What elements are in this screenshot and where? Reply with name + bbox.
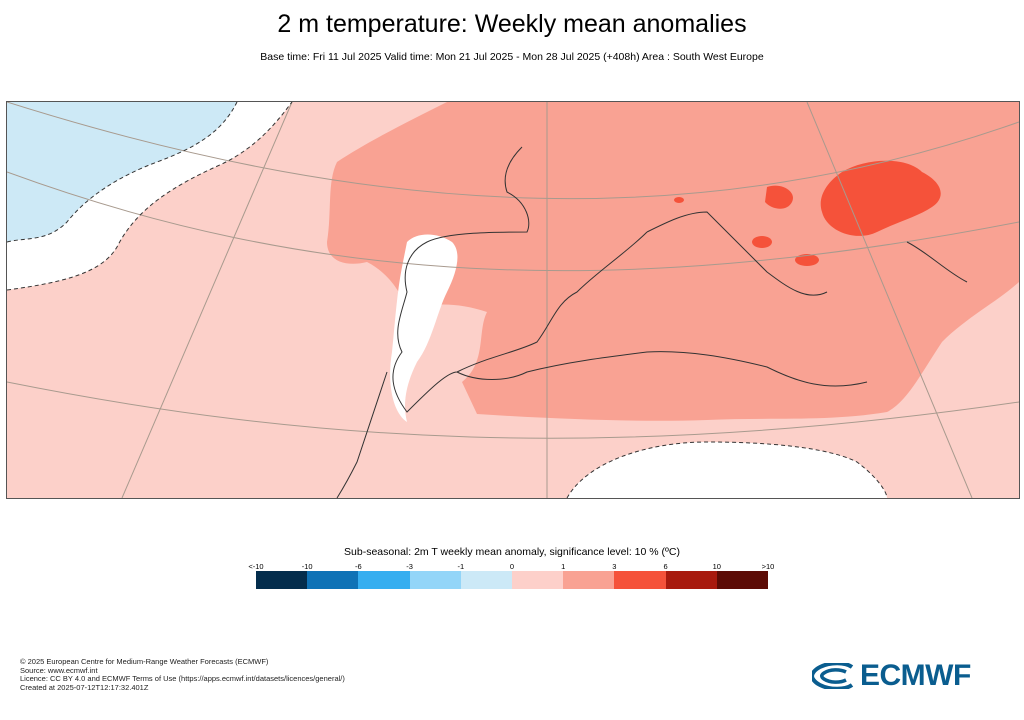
legend-swatch xyxy=(563,571,615,589)
legend-color-bar xyxy=(256,571,769,589)
map-canvas xyxy=(7,102,1019,498)
color-legend: <-10 -10 -6 -3 -1 0 1 3 6 10 >10 xyxy=(248,562,774,590)
legend-tick-label: <-10 xyxy=(248,562,264,571)
logo-text: ECMWF xyxy=(860,659,971,692)
chart-title: 2 m temperature: Weekly mean anomalies xyxy=(277,10,747,38)
legend-swatch xyxy=(665,571,717,589)
strong-warm-patch xyxy=(795,254,819,266)
nonsignificant-iberia xyxy=(390,234,458,422)
legend-tick-label: 0 xyxy=(509,562,515,571)
credit-line: Source: www.ecmwf.int xyxy=(20,665,98,675)
ecmwf-logo: ECMWF xyxy=(812,659,971,692)
strong-warm-patch xyxy=(820,160,941,236)
significance-contours xyxy=(7,102,888,498)
credit-line: © 2025 European Centre for Medium-Range … xyxy=(20,657,269,666)
anomaly-map xyxy=(6,101,1020,499)
legend-tick-label: -1 xyxy=(457,562,465,571)
legend-swatch xyxy=(512,571,564,589)
legend-tick-label: -3 xyxy=(406,562,413,571)
legend-tick-label: -6 xyxy=(355,562,362,571)
legend-tick-label: 3 xyxy=(612,562,617,571)
legend-tick-label: 10 xyxy=(712,562,721,571)
chart-subtitle: Base time: Fri 11 Jul 2025 Valid time: M… xyxy=(260,51,764,63)
legend-title: Sub-seasonal: 2m T weekly mean anomaly, … xyxy=(344,546,680,558)
legend-tick-label: >10 xyxy=(761,562,775,571)
strong-warm-patch xyxy=(752,236,772,248)
coastlines xyxy=(336,146,968,498)
legend-swatch xyxy=(716,571,769,589)
legend-swatch xyxy=(409,571,461,589)
nonsignificant-area xyxy=(7,102,292,290)
legend-ticks: <-10 -10 -6 -3 -1 0 1 3 6 10 >10 xyxy=(248,562,774,571)
nonsignificant-sahara xyxy=(567,442,887,498)
cool-anomaly-area xyxy=(7,102,237,242)
strong-warm-patch xyxy=(765,185,793,209)
legend-swatch xyxy=(256,571,308,589)
legend-tick-label: 1 xyxy=(561,562,566,571)
graticule xyxy=(7,102,1019,498)
legend-swatch xyxy=(307,571,359,589)
credits-block: © 2025 European Centre for Medium-Range … xyxy=(20,657,345,692)
legend-swatch xyxy=(614,571,666,589)
legend-tick-label: 6 xyxy=(663,562,668,571)
legend-swatch xyxy=(358,571,410,589)
strong-warm-patch xyxy=(674,197,684,203)
credit-line: Created at 2025-07-12T12:17:32.401Z xyxy=(20,682,149,692)
credit-line: Licence: CC BY 4.0 and ECMWF Terms of Us… xyxy=(20,674,345,684)
legend-swatch xyxy=(460,571,513,589)
legend-tick-label: -10 xyxy=(301,562,313,571)
ecmwf-logo-icon xyxy=(812,663,854,689)
